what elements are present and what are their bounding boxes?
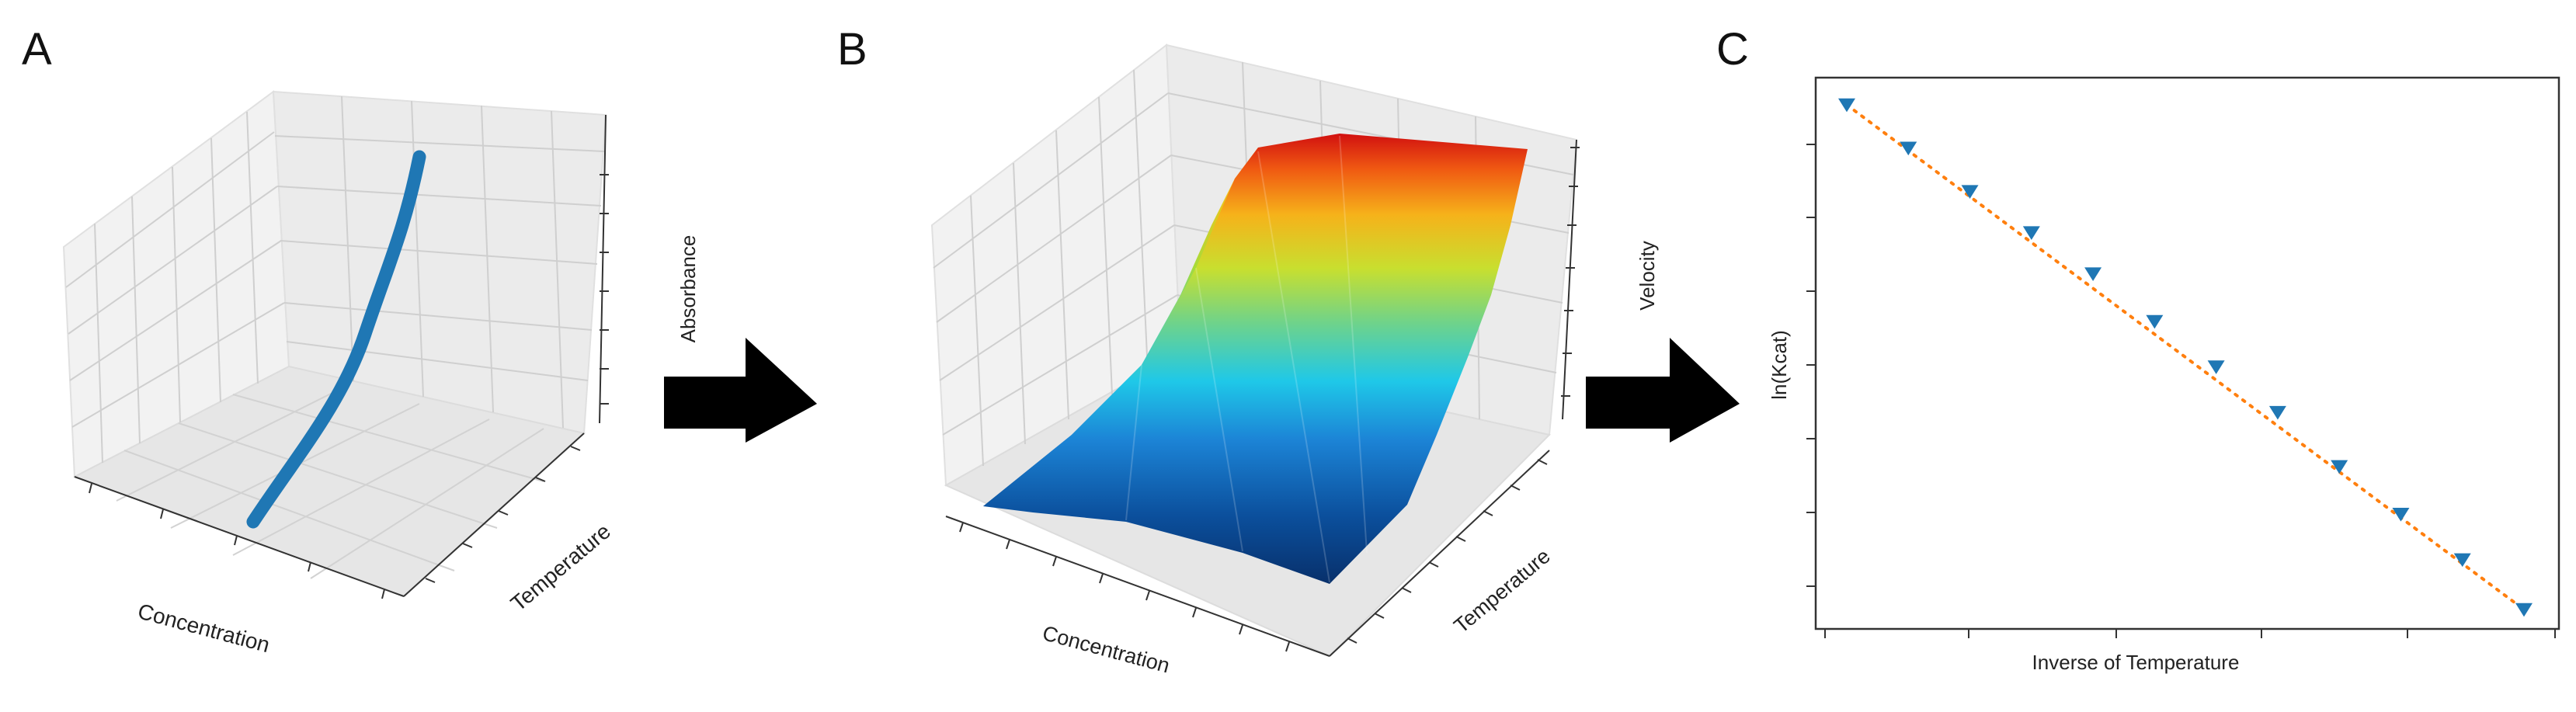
panel-c-data-point xyxy=(2207,360,2225,374)
panel-a-xlabel: Concentration xyxy=(135,599,272,657)
panel-c-axes: Inverse of Temperature ln(Kcat) xyxy=(1768,76,2560,674)
panel-c-letter: C xyxy=(1716,24,1749,75)
arrow-right-1 xyxy=(664,338,817,443)
panel-c-data-point xyxy=(2146,314,2164,329)
axis-a-edges xyxy=(74,114,607,597)
panel-b-surface-top xyxy=(983,134,1528,584)
grid-a-left xyxy=(65,111,285,464)
panel-c-data-point xyxy=(2331,460,2348,474)
panel-c-data-point xyxy=(2515,603,2533,617)
ticks-a xyxy=(89,174,609,599)
panel-c-data-point xyxy=(2022,226,2040,240)
panel-c-ylabel: ln(Kcat) xyxy=(1768,330,1791,400)
panel-c-fit-line xyxy=(1845,103,2526,611)
surface-mesh xyxy=(1125,135,1368,583)
panel-a-letter: A xyxy=(22,24,52,75)
panel-c-frame xyxy=(1814,76,2560,630)
panel-c-data-point xyxy=(1838,98,1855,113)
panel-c-data-point xyxy=(2268,405,2286,420)
panel-c-data-point xyxy=(1900,141,1917,156)
panel-c-points xyxy=(1838,98,2533,617)
panel-c-data-point xyxy=(2392,508,2410,522)
panel-a-ylabel: Temperature xyxy=(506,519,615,616)
panel-c-data-point xyxy=(2084,267,2102,281)
panel-c-data-point xyxy=(1961,185,1979,199)
grid-a-right xyxy=(274,96,605,429)
panel-a-axes: Concentration Temperature Absorbance xyxy=(62,90,700,657)
panel-c-xlabel: Inverse of Temperature xyxy=(2032,651,2240,674)
arrow-right-2 xyxy=(1586,338,1740,443)
panel-b-ylabel: Temperature xyxy=(1450,544,1555,637)
panel-b-xlabel: Concentration xyxy=(1040,621,1172,677)
panel-a-zlabel: Absorbance xyxy=(676,235,700,343)
ticks-c xyxy=(1806,144,2556,638)
ticks-b xyxy=(959,147,1580,652)
panel-c-data-point xyxy=(2453,553,2471,568)
panel-b-letter: B xyxy=(837,24,867,75)
panel-b-axes: Concentration Temperature Velocity xyxy=(930,43,1659,678)
panel-a-data-curve xyxy=(246,150,426,529)
panel-b-zlabel: Velocity xyxy=(1636,241,1659,311)
